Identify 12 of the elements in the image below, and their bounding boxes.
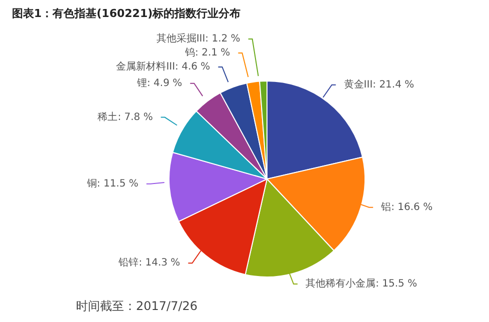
slice-label: 金属新材料III: 4.6 %: [116, 60, 210, 72]
text: 时间截至：2017/7/26: [76, 298, 198, 315]
slice-label: 钨: 2.1 %: [184, 48, 230, 58]
slice-label: 黄金III: 21.4 %: [344, 78, 414, 90]
slice-label: 铜: 11.5 %: [86, 178, 138, 190]
chart-title: 图表1：有色指基(160221)标的指数行业分布: [12, 6, 241, 21]
slice-label: 稀土: 7.8 %: [98, 110, 153, 123]
slice-label: 铅锌: 14.3 %: [118, 256, 180, 269]
slice-label: 其他稀有小金属: 15.5 %: [306, 278, 418, 290]
slice-label: 锂: 4.9 %: [136, 78, 182, 89]
slice-label: 其他采掘III: 1.2 %: [156, 32, 240, 44]
slice-label: 铝: 16.6 %: [380, 202, 433, 213]
